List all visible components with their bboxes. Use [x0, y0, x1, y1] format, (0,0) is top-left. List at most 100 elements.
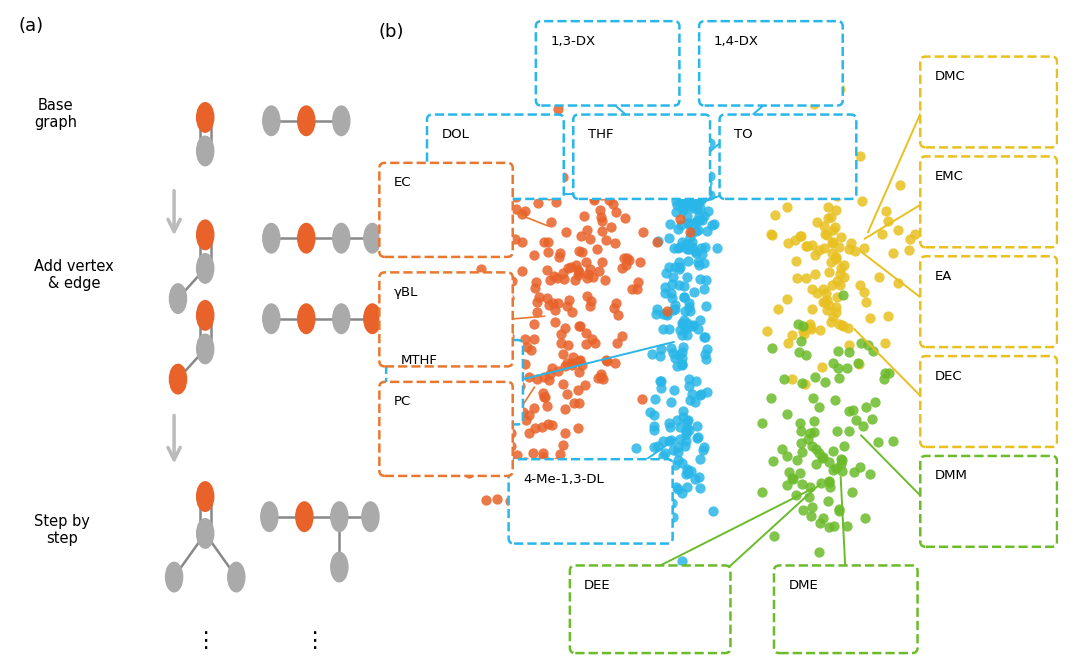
Point: [501, 496, 518, 507]
Circle shape: [197, 519, 214, 548]
Point: [631, 256, 648, 267]
Point: [855, 242, 873, 253]
Point: [576, 379, 593, 390]
Point: [779, 451, 796, 462]
Point: [563, 358, 580, 368]
Point: [683, 199, 700, 209]
Point: [488, 238, 505, 249]
Point: [821, 482, 838, 493]
Point: [804, 502, 821, 513]
Point: [661, 418, 678, 429]
Point: [679, 415, 697, 425]
Point: [680, 374, 698, 384]
Point: [606, 358, 623, 368]
Point: [539, 293, 556, 303]
Point: [556, 403, 573, 414]
Point: [651, 351, 669, 362]
Point: [634, 226, 651, 237]
Point: [664, 511, 681, 522]
Point: [539, 401, 556, 412]
Point: [835, 272, 852, 282]
Point: [685, 321, 702, 331]
Point: [663, 287, 680, 298]
Point: [691, 168, 708, 178]
Circle shape: [165, 562, 183, 592]
Point: [769, 303, 786, 314]
Point: [659, 168, 676, 179]
Point: [832, 83, 849, 94]
Point: [633, 393, 650, 404]
Point: [670, 484, 687, 495]
Circle shape: [364, 223, 381, 253]
Point: [647, 309, 664, 319]
Point: [674, 412, 691, 423]
Point: [523, 345, 540, 356]
Point: [673, 220, 690, 231]
Point: [805, 393, 822, 403]
Point: [788, 272, 806, 283]
Point: [804, 283, 821, 294]
Point: [686, 474, 703, 484]
Point: [841, 177, 859, 188]
Point: [630, 277, 647, 288]
Point: [779, 480, 796, 491]
Point: [831, 504, 848, 515]
Point: [688, 162, 705, 172]
Point: [690, 324, 707, 335]
Point: [657, 288, 674, 299]
Point: [792, 162, 809, 173]
Point: [578, 257, 595, 268]
Point: [801, 481, 819, 492]
Point: [681, 226, 699, 237]
Text: 1,4-DX: 1,4-DX: [714, 35, 758, 48]
Point: [691, 472, 708, 482]
Point: [704, 220, 721, 231]
Point: [801, 427, 819, 438]
Point: [781, 466, 798, 477]
Point: [652, 376, 670, 386]
Point: [558, 389, 576, 399]
Point: [656, 282, 673, 293]
Point: [822, 211, 839, 222]
Point: [521, 409, 538, 420]
Point: [827, 254, 845, 265]
Point: [679, 256, 697, 266]
Point: [526, 319, 543, 329]
Point: [540, 300, 557, 311]
Point: [546, 316, 564, 327]
Point: [827, 205, 845, 215]
Point: [521, 427, 538, 438]
Point: [576, 211, 593, 221]
Point: [700, 206, 717, 217]
Point: [494, 448, 511, 459]
Point: [670, 264, 687, 274]
Point: [793, 437, 810, 448]
Point: [831, 318, 848, 329]
FancyBboxPatch shape: [920, 56, 1057, 148]
Point: [653, 323, 671, 334]
Point: [702, 138, 719, 148]
Point: [832, 268, 849, 279]
Point: [674, 458, 691, 468]
Point: [838, 521, 855, 531]
Point: [516, 206, 534, 217]
Point: [683, 466, 700, 476]
Point: [822, 257, 839, 268]
Point: [851, 280, 868, 291]
Point: [512, 380, 529, 391]
Point: [819, 295, 836, 305]
Point: [654, 451, 672, 462]
Point: [688, 421, 705, 431]
Point: [702, 189, 719, 200]
Point: [829, 363, 847, 374]
Point: [792, 418, 809, 429]
Point: [858, 402, 875, 413]
Point: [558, 357, 576, 368]
Text: Step by
step: Step by step: [35, 514, 90, 546]
Point: [527, 422, 544, 433]
Point: [618, 260, 635, 270]
FancyBboxPatch shape: [379, 163, 513, 257]
Point: [613, 262, 631, 273]
Point: [831, 242, 848, 252]
Point: [922, 217, 940, 227]
